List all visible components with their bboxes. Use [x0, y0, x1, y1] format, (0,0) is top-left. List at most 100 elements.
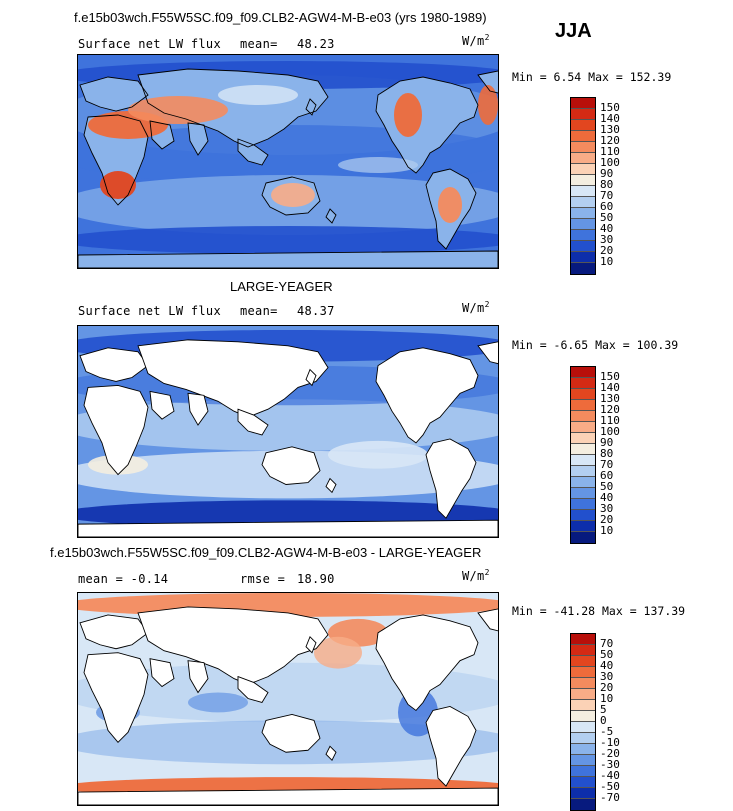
map-field: [78, 55, 498, 268]
mid-region: [338, 157, 418, 173]
colorbar-swatch: [571, 799, 595, 810]
coastline-northAmerica: [375, 76, 479, 174]
colorbar-swatch: [571, 389, 595, 400]
coastline-africa: [83, 652, 149, 743]
cold-region: [188, 692, 248, 713]
panel-1-mean-value: 48.23: [297, 37, 335, 51]
colorbar-tick-label: 80: [600, 447, 614, 460]
colorbar-tick-label: 50: [600, 480, 614, 493]
panel-3-minmax: Min = -41.28 Max = 137.39: [512, 604, 686, 618]
season-label: JJA: [555, 20, 592, 42]
coastline-seAsia: [237, 675, 269, 704]
hot-region: [438, 187, 462, 223]
coastline-australia: [261, 446, 321, 485]
colorbar-tick-label: 100: [600, 156, 620, 169]
colorbar-tick-label: -40: [600, 769, 620, 782]
panel-1-units: W/m2: [462, 33, 490, 48]
colorbar-swatch: [571, 230, 595, 241]
coastline-australia: [261, 713, 321, 753]
colorbar-swatch: [571, 488, 595, 499]
panel-3-rmse-value: 18.90: [297, 572, 335, 586]
colorbar-tick-label: 140: [600, 381, 620, 394]
panel-3-colorbar: [570, 633, 596, 811]
colorbar-swatch: [571, 678, 595, 689]
coastline-india: [187, 122, 209, 156]
colorbar-tick-label: -10: [600, 736, 620, 749]
colorbar-tick-label: 120: [600, 403, 620, 416]
colorbar-swatch: [571, 722, 595, 733]
land-field: [478, 71, 498, 93]
panel-3-mean-label: mean = -0.14: [78, 572, 169, 586]
colorbar-tick-label: 10: [600, 524, 614, 537]
coastline-asia: [137, 339, 329, 418]
panel-1-mean-label: mean=: [240, 37, 278, 51]
panel-2-minmax: Min = -6.65 Max = 100.39: [512, 338, 679, 352]
hot-region: [100, 171, 136, 199]
panel-2-title: LARGE-YEAGER: [230, 279, 333, 294]
coastline-northAmerica: [375, 614, 479, 712]
colorbar-swatch: [571, 142, 595, 153]
coastline-antarctica: [78, 787, 498, 805]
colorbar-swatch: [571, 131, 595, 142]
colorbar-tick-label: 50: [600, 648, 614, 661]
coastline-india: [187, 392, 209, 426]
colorbar-tick-label: 130: [600, 123, 620, 136]
colorbar-tick-label: 70: [600, 189, 614, 202]
colorbar-swatch: [571, 477, 595, 488]
hot-region: [128, 96, 228, 124]
colorbar-swatch: [571, 788, 595, 799]
colorbar-swatch: [571, 109, 595, 120]
colorbar-tick-label: 100: [600, 425, 620, 438]
coastline-seAsia: [237, 408, 269, 436]
hot-region: [394, 93, 422, 137]
colorbar-swatch: [571, 263, 595, 274]
colorbar-tick-label: 130: [600, 392, 620, 405]
coastline-newZealand: [325, 477, 337, 494]
colorbar-swatch: [571, 455, 595, 466]
coastline-europe: [79, 614, 149, 650]
panel-2-field-label: Surface net LW flux: [78, 304, 221, 318]
coastline-antarctica: [78, 250, 498, 268]
colorbar-swatch: [571, 186, 595, 197]
map-field: [78, 593, 498, 805]
colorbar-swatch: [571, 499, 595, 510]
coastline-arabia: [149, 390, 175, 420]
coastline-arabia: [149, 658, 175, 688]
colorbar-swatch: [571, 532, 595, 543]
coastline-northAmerica: [375, 347, 479, 444]
hot-region: [478, 85, 498, 125]
colorbar-tick-label: -20: [600, 747, 620, 760]
colorbar-swatch: [571, 197, 595, 208]
coastline-asia: [137, 68, 329, 148]
colorbar-swatch: [571, 700, 595, 711]
coastline-antarctica: [78, 519, 498, 537]
panel-3-map: [77, 592, 499, 806]
colorbar-tick-label: 5: [600, 703, 607, 716]
coastline-europe: [79, 76, 149, 112]
colorbar-swatch: [571, 656, 595, 667]
colorbar-swatch: [571, 219, 595, 230]
colorbar-tick-label: 90: [600, 167, 614, 180]
land-field: [78, 251, 498, 268]
land-field: [80, 77, 148, 111]
colorbar-swatch: [571, 766, 595, 777]
colorbar-swatch: [571, 422, 595, 433]
colorbar-swatch: [571, 444, 595, 455]
colorbar-swatch: [571, 510, 595, 521]
coastline-japan: [305, 368, 317, 387]
colorbar-swatch: [571, 645, 595, 656]
panel-3-units: W/m2: [462, 568, 490, 583]
land-field: [188, 123, 208, 155]
colorbar-tick-label: 30: [600, 670, 614, 683]
colorbar-tick-label: 110: [600, 145, 620, 158]
colorbar-tick-label: 60: [600, 469, 614, 482]
colorbar-tick-label: 30: [600, 502, 614, 515]
panel-1-minmax: Min = 6.54 Max = 152.39: [512, 70, 672, 84]
coastline-newZealand: [325, 208, 337, 224]
colorbar-tick-label: 150: [600, 370, 620, 383]
colorbar-swatch: [571, 378, 595, 389]
coastline-japan: [305, 98, 317, 116]
coastline-europe: [79, 347, 149, 382]
colorbar-swatch: [571, 755, 595, 766]
colorbar-tick-label: 40: [600, 659, 614, 672]
